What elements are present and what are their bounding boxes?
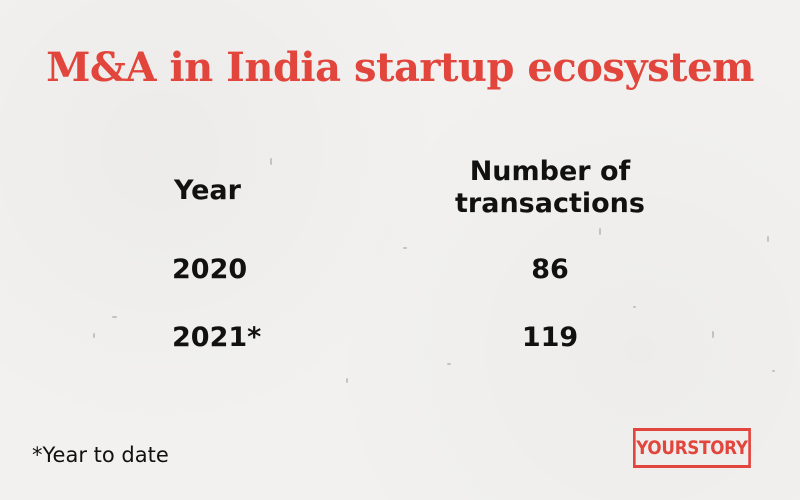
paper-speck [346,378,348,383]
table-cell-transactions-2020: 86 [531,254,569,285]
footnote: *Year to date [32,443,169,467]
paper-speck [599,228,601,235]
paper-speck [93,333,95,338]
paper-speck [270,158,272,165]
paper-speck [633,306,636,308]
column-header-year: Year [174,175,241,206]
table-cell-year-2020: 2020 [172,254,248,285]
chart-title: M&A in India startup ecosystem [46,44,754,91]
logo-text: YOURSTORY [636,437,748,459]
paper-speck [112,316,117,318]
paper-speck [447,363,451,365]
paper-speck [712,331,714,338]
table-cell-transactions-2021: 119 [521,322,579,353]
paper-speck [767,236,769,242]
column-header-transactions-line1: Number of [469,156,631,187]
column-header-transactions: Number of transactions [440,156,660,220]
yourstory-logo: YOURSTORY [633,428,751,468]
paper-speck [772,370,775,372]
column-header-transactions-line2: transactions [455,188,645,219]
table-cell-year-2021: 2021* [172,322,262,353]
paper-speck [403,247,407,249]
